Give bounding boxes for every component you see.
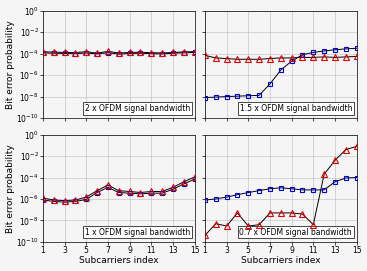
Text: 2 x OFDM signal bandwidth: 2 x OFDM signal bandwidth xyxy=(85,104,190,113)
Y-axis label: Bit error probability: Bit error probability xyxy=(6,144,15,233)
Y-axis label: Bit error probability: Bit error probability xyxy=(6,20,15,109)
Text: 0.7 x OFDM signal bandwidth: 0.7 x OFDM signal bandwidth xyxy=(239,228,352,237)
Text: 1.5 x OFDM signal bandwidth: 1.5 x OFDM signal bandwidth xyxy=(240,104,352,113)
X-axis label: Subcarriers index: Subcarriers index xyxy=(241,256,321,265)
X-axis label: Subcarriers index: Subcarriers index xyxy=(79,256,159,265)
Text: 1 x OFDM signal bandwidth: 1 x OFDM signal bandwidth xyxy=(85,228,190,237)
